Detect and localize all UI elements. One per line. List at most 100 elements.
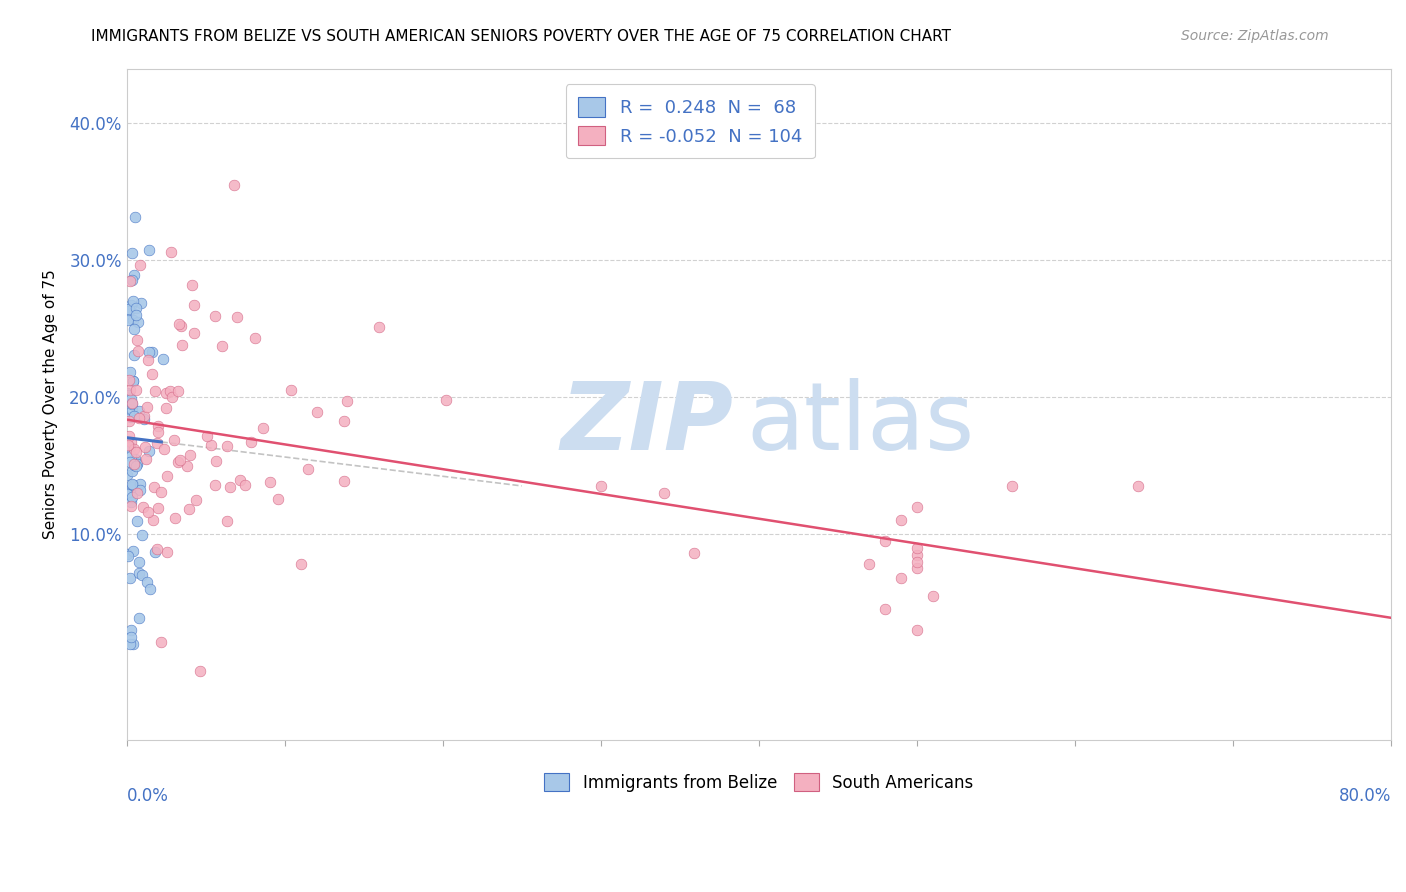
Point — [121, 403, 143, 417]
Point — [297, 462, 319, 476]
Point — [243, 331, 266, 345]
Point — [215, 515, 238, 529]
Point — [121, 396, 143, 410]
Point — [125, 486, 148, 500]
Point — [128, 555, 150, 569]
Point — [118, 440, 141, 454]
Point — [138, 244, 160, 258]
Point — [143, 384, 166, 399]
Point — [118, 304, 141, 318]
Point — [905, 555, 928, 569]
Point — [120, 392, 142, 407]
Point — [239, 434, 262, 449]
Point — [129, 295, 152, 310]
Point — [152, 352, 174, 367]
Point — [120, 455, 142, 469]
Point — [118, 373, 141, 387]
Point — [122, 442, 145, 457]
Point — [156, 468, 179, 483]
Point — [120, 449, 142, 463]
Point — [124, 322, 146, 336]
Point — [181, 278, 204, 293]
Point — [132, 409, 155, 423]
Point — [905, 623, 928, 637]
Point — [117, 487, 139, 501]
Point — [290, 557, 312, 571]
Point — [117, 548, 139, 562]
Point — [120, 297, 142, 311]
Point — [166, 455, 188, 469]
Point — [336, 393, 359, 408]
Point — [146, 436, 169, 450]
Point — [118, 388, 141, 402]
Point — [128, 258, 150, 272]
Point — [132, 412, 155, 426]
Point — [120, 409, 142, 424]
Point — [225, 310, 247, 324]
Point — [128, 477, 150, 491]
Point — [128, 566, 150, 580]
Point — [200, 438, 222, 452]
Point — [131, 500, 153, 515]
Point — [228, 473, 250, 487]
Point — [195, 428, 218, 442]
Point — [136, 400, 159, 414]
Point — [150, 634, 173, 648]
Point — [170, 318, 193, 333]
Point — [160, 245, 183, 260]
Point — [176, 459, 198, 474]
Point — [205, 454, 228, 468]
Point — [142, 513, 165, 527]
Point — [183, 298, 205, 312]
Point — [215, 439, 238, 453]
Point — [135, 452, 157, 467]
Point — [138, 345, 160, 359]
Point — [127, 456, 149, 470]
Point — [118, 570, 141, 584]
Point — [204, 478, 226, 492]
Point — [159, 384, 181, 398]
Point — [120, 384, 142, 398]
Point — [167, 384, 190, 399]
Point — [280, 384, 302, 398]
Point — [121, 396, 143, 410]
Point — [117, 313, 139, 327]
Point — [138, 444, 160, 458]
Point — [153, 442, 176, 456]
Point — [136, 352, 159, 367]
Point — [146, 425, 169, 439]
Point — [259, 475, 281, 490]
Point — [136, 505, 159, 519]
Point — [134, 441, 156, 455]
Point — [184, 492, 207, 507]
Point — [155, 401, 177, 416]
Point — [129, 483, 152, 497]
Point — [122, 348, 145, 362]
Point — [118, 414, 141, 428]
Point — [125, 457, 148, 471]
Point — [305, 405, 328, 419]
Point — [905, 541, 928, 555]
Point — [875, 533, 897, 548]
Point — [333, 414, 356, 428]
Point — [139, 582, 162, 596]
Point — [122, 457, 145, 471]
Point — [160, 390, 183, 404]
Point — [118, 429, 141, 443]
Point — [122, 294, 145, 309]
Point — [233, 477, 256, 491]
Point — [121, 490, 143, 504]
Text: atlas: atlas — [747, 378, 974, 470]
Point — [131, 568, 153, 582]
Point — [118, 365, 141, 379]
Point — [219, 480, 242, 494]
Point — [434, 392, 457, 407]
Point — [125, 514, 148, 528]
Point — [121, 374, 143, 388]
Point — [589, 479, 612, 493]
Point — [120, 495, 142, 509]
Point — [141, 345, 163, 359]
Point — [890, 513, 912, 527]
Point — [252, 421, 274, 435]
Point — [122, 374, 145, 388]
